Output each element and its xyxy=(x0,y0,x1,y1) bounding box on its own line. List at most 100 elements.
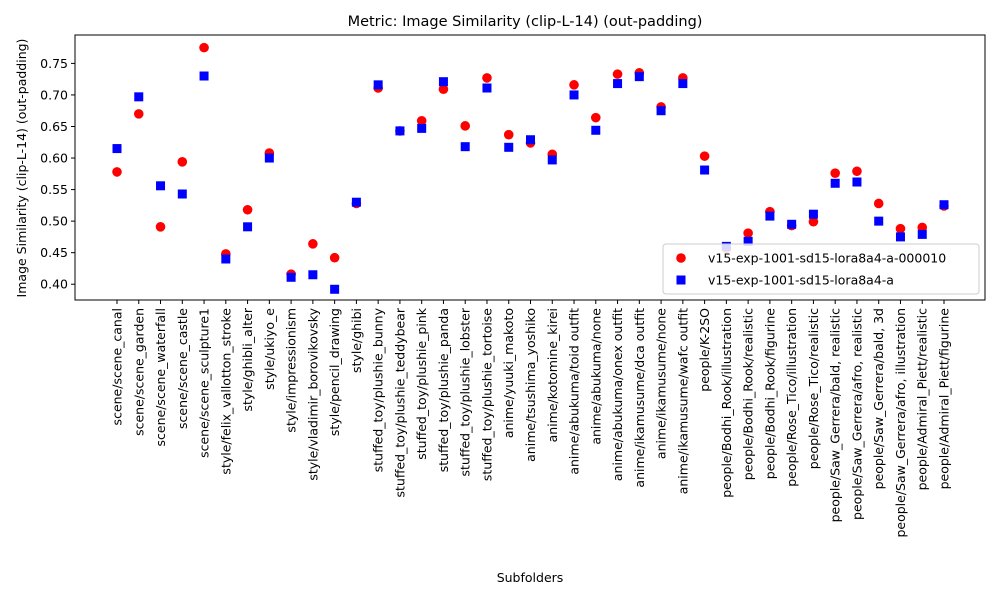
data-point-square xyxy=(243,222,253,232)
x-tick-label: anime/kotomine_kirei xyxy=(545,308,560,442)
x-tick-label: people/Admiral_Piett/figurine xyxy=(937,308,952,490)
legend-box xyxy=(662,243,980,295)
x-tick-label: style/felix_vallotton_stroke xyxy=(218,308,233,475)
x-tick-label: stuffed_toy/plushie_lobster xyxy=(458,307,473,476)
data-point-circle xyxy=(612,69,623,79)
data-point-circle xyxy=(242,204,253,215)
chart-title: Metric: Image Similarity (clip-L-14) (ou… xyxy=(348,14,703,30)
y-tick-label: 0.75 xyxy=(40,56,68,71)
data-point-square xyxy=(373,80,383,90)
data-point-circle xyxy=(112,167,122,177)
data-point-square xyxy=(569,90,579,100)
x-tick-label: scene/scene_sculpture1 xyxy=(197,308,212,458)
x-tick-label: people/Bodhi_Rook/realistic xyxy=(741,308,756,480)
x-tick-label: people/Saw_Gerrera/bald, realistic xyxy=(828,308,843,523)
y-tick-label: 0.70 xyxy=(40,87,68,102)
data-point-square xyxy=(852,177,862,187)
x-tick-label: people/Saw_Gerrera/bald, 3d xyxy=(871,308,886,489)
x-tick-label: people/Rose_Tico/illustration xyxy=(784,308,799,487)
data-point-square xyxy=(199,71,209,81)
data-point-square xyxy=(264,153,274,163)
legend-marker-square xyxy=(676,275,686,285)
data-point-circle xyxy=(177,157,188,167)
x-tick-label: anime/ikamusume/dca outfit xyxy=(632,308,647,488)
data-point-circle xyxy=(199,42,209,53)
y-tick-label: 0.40 xyxy=(40,277,68,292)
x-tick-label: anime/tsushima_yoshiko xyxy=(523,308,538,462)
data-point-square xyxy=(460,142,470,152)
data-point-circle xyxy=(830,168,840,178)
plot-area: 0.40 0.45 0.50 0.55 0.60 0.65 0.70 0.75 scene/sc… xyxy=(40,34,986,538)
data-point-square xyxy=(156,181,166,191)
x-tick-label: style/ghibli_alter xyxy=(240,307,255,411)
y-tick-label: 0.65 xyxy=(40,119,68,134)
x-tick-label: style/ukiyo_e xyxy=(262,308,277,390)
data-point-square xyxy=(438,77,448,87)
x-tick-label: scene/scene_waterfall xyxy=(153,308,168,446)
data-point-square xyxy=(765,211,775,221)
data-point-circle xyxy=(699,151,710,161)
data-point-square xyxy=(656,106,666,116)
data-point-square xyxy=(917,229,927,239)
axes-frame xyxy=(74,34,986,301)
x-tick-label: people/Admiral_Piett/realistic xyxy=(915,308,930,491)
y-tick-label: 0.50 xyxy=(40,214,68,229)
x-tick-label: style/ghibi xyxy=(349,308,364,373)
data-point-square xyxy=(591,125,601,135)
x-axis-label: Subfolders xyxy=(497,570,564,585)
y-tick-label: 0.60 xyxy=(40,151,68,166)
data-point-square xyxy=(678,79,688,89)
x-tick-label: people/Saw_Gerrera/afro, illustration xyxy=(893,308,908,538)
data-point-square xyxy=(221,254,231,264)
data-point-square xyxy=(787,219,797,229)
data-point-square xyxy=(700,165,710,175)
data-point-square xyxy=(547,155,557,165)
x-tick-label: anime/abukuma/toid outfit xyxy=(567,308,582,475)
x-tick-label: people/Bodhi_Rook/illustration xyxy=(719,308,734,498)
data-point-circle xyxy=(590,112,601,123)
x-tick-label: people/Bodhi_Rook/figurine xyxy=(762,308,777,480)
legend-entry-label: v15-exp-1001-sd15-lora8a4-a xyxy=(708,273,894,288)
data-point-circle xyxy=(852,166,862,177)
y-tick-label: 0.55 xyxy=(40,182,68,197)
y-tick-label: 0.45 xyxy=(40,245,68,260)
data-point-circle xyxy=(438,84,449,95)
data-point-circle xyxy=(308,239,318,249)
data-point-square xyxy=(330,284,340,294)
x-tick-label: anime/abukuma/onex outfit xyxy=(610,308,625,481)
data-point-circle xyxy=(917,222,928,233)
x-tick-label: people/Rose_Tico/realistic xyxy=(806,308,821,469)
x-tick-label: style/impressionism xyxy=(284,308,299,433)
x-tick-label: anime/abukuma/none xyxy=(588,308,603,445)
x-tick-label: stuffed_toy/plushie_panda xyxy=(436,308,451,472)
x-tick-label: scene/scene_canal xyxy=(110,308,125,425)
legend-entry-label: v15-exp-1001-sd15-lora8a4-a-000010 xyxy=(708,251,946,266)
x-tick-label: stuffed_toy/plushie_bunny xyxy=(371,307,386,472)
data-point-circle xyxy=(569,80,579,90)
data-point-circle xyxy=(155,222,166,232)
data-point-circle xyxy=(133,109,144,119)
data-point-square xyxy=(939,200,949,210)
y-axis-label: Image Similarity (clip-L-14) (out-paddin… xyxy=(14,39,29,298)
data-point-square xyxy=(743,236,753,246)
data-point-circle xyxy=(808,216,819,227)
x-tick-label: style/pencil_drawing xyxy=(327,308,342,436)
data-point-square xyxy=(526,135,535,145)
data-point-square xyxy=(830,178,840,188)
data-point-square xyxy=(417,123,427,133)
data-point-circle xyxy=(743,228,753,238)
data-point-circle xyxy=(482,73,492,83)
x-tick-label: anime/yuuki_makoto xyxy=(501,308,516,438)
data-point-square xyxy=(808,209,818,219)
x-tick-label: style/vladimir_borovikovsky xyxy=(305,307,320,480)
legend-marker-circle xyxy=(676,253,686,263)
data-point-square xyxy=(351,197,361,207)
data-point-square xyxy=(112,144,122,154)
x-tick-label: scene/scene_castle xyxy=(175,308,190,429)
x-tick-label: anime/ikamusume/none xyxy=(654,308,669,459)
x-tick-label: stuffed_toy/plushie_teddybear xyxy=(392,307,407,497)
x-tick-label: anime/ikamusume/wafc outfit xyxy=(675,308,690,494)
data-point-square xyxy=(177,189,187,199)
data-point-square xyxy=(286,272,296,282)
